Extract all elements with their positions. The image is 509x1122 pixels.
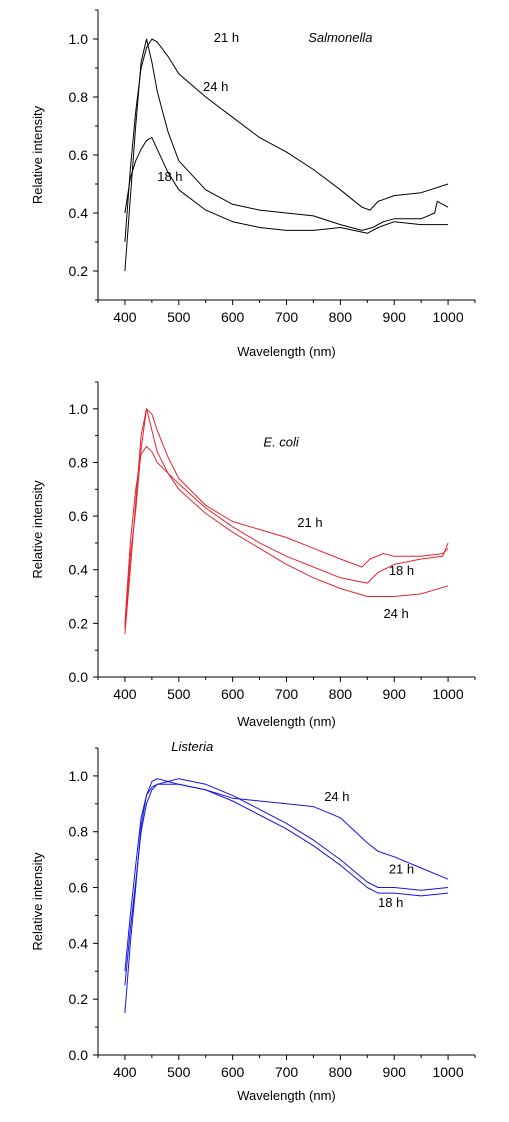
series-line-21-h: [124, 778, 449, 986]
x-tick-label: 800: [329, 686, 353, 702]
y-tick-label: 1.0: [69, 31, 89, 47]
x-tick-label: 500: [167, 686, 191, 702]
series-line-24-h: [124, 778, 449, 1014]
y-tick-label: 0.6: [69, 508, 89, 524]
y-tick-label: 0.0: [69, 669, 89, 685]
chart-title: Listeria: [171, 740, 213, 754]
y-tick-label: 0.4: [69, 205, 89, 221]
x-tick-label: 900: [383, 309, 407, 325]
y-tick-label: 1.0: [69, 768, 89, 784]
x-tick-label: 1000: [432, 1064, 463, 1080]
x-axis-title: Wavelength (nm): [237, 714, 336, 729]
x-tick-label: 1000: [432, 309, 463, 325]
series-line-24-h: [124, 38, 449, 272]
x-tick-label: 500: [167, 309, 191, 325]
x-tick-label: 400: [113, 686, 137, 702]
x-tick-label: 700: [275, 686, 299, 702]
y-tick-label: 1.0: [69, 401, 89, 417]
y-tick-label: 0.2: [69, 991, 89, 1007]
y-tick-label: 0.6: [69, 880, 89, 896]
salmonella-chart: 400 500 600 700 800 900 1000 0.2 0.4 0.6 0.8 1.0 Wav…: [30, 9, 476, 359]
x-tick-label: 700: [275, 1064, 299, 1080]
x-tick-label: 900: [383, 1064, 407, 1080]
x-tick-label: 600: [221, 309, 245, 325]
x-tick-label: 500: [167, 1064, 191, 1080]
y-axis-title: Relative intensity: [30, 480, 45, 579]
y-axis-title: Relative intensity: [30, 105, 45, 204]
y-tick-label: 0.8: [69, 454, 89, 470]
y-tick-label: 0.4: [69, 935, 89, 951]
axes: 400 500 600 700 800 900 1000 0.0 0.2 0.4 0.6 0.8 1.0: [69, 747, 476, 1080]
series-group: [124, 408, 449, 635]
y-tick-label: 0.0: [69, 1047, 89, 1063]
series-group: [124, 778, 449, 1014]
series-label-24-h: 24 h: [203, 79, 228, 94]
x-axis-title: Wavelength (nm): [237, 344, 336, 359]
series-line-18-h: [124, 137, 449, 234]
chart-title: E. coli: [263, 434, 300, 449]
x-axis-title: Wavelength (nm): [237, 1088, 336, 1103]
series-line-21-h: [124, 38, 449, 243]
series-label-24-h: 24 h: [383, 606, 408, 621]
y-tick-label: 0.8: [69, 824, 89, 840]
ecoli-chart: 400 500 600 700 800 900 1000 0.0 0.2 0.4 0.6 0.8 1.0…: [30, 381, 476, 729]
x-tick-label: 900: [383, 686, 407, 702]
series-line-21-h: [124, 408, 449, 629]
x-tick-label: 700: [275, 309, 299, 325]
y-tick-label: 0.6: [69, 147, 89, 163]
y-tick-label: 0.8: [69, 89, 89, 105]
x-tick-label: 800: [329, 1064, 353, 1080]
series-line-18-h: [124, 445, 449, 624]
series-line-18-h: [124, 783, 449, 972]
series-label-18-h: 18 h: [378, 895, 403, 910]
x-tick-label: 400: [113, 1064, 137, 1080]
series-label-21-h: 21 h: [214, 30, 239, 45]
y-tick-label: 0.2: [69, 263, 89, 279]
series-label-24-h: 24 h: [324, 789, 349, 804]
series-label-21-h: 21 h: [389, 862, 414, 877]
axes: 400 500 600 700 800 900 1000 0.0 0.2 0.4 0.6 0.8 1.0: [69, 381, 476, 702]
y-tick-label: 0.2: [69, 615, 89, 631]
x-tick-label: 1000: [432, 686, 463, 702]
x-tick-label: 600: [221, 686, 245, 702]
x-tick-label: 600: [221, 1064, 245, 1080]
series-label-21-h: 21 h: [297, 515, 322, 530]
x-tick-label: 800: [329, 309, 353, 325]
y-tick-label: 0.4: [69, 562, 89, 578]
series-line-24-h: [124, 408, 449, 635]
series-label-18-h: 18 h: [389, 563, 414, 578]
listeria-chart: 400 500 600 700 800 900 1000 0.0 0.2 0.4 0.6 0.8 1.0…: [30, 740, 476, 1103]
y-axis-title: Relative intensity: [30, 852, 45, 951]
x-tick-label: 400: [113, 309, 137, 325]
chart-title: Salmonella: [308, 30, 372, 45]
axes: 400 500 600 700 800 900 1000 0.2 0.4 0.6 0.8 1.0: [69, 9, 476, 325]
series-group: [124, 38, 449, 272]
series-label-18-h: 18 h: [157, 169, 182, 184]
